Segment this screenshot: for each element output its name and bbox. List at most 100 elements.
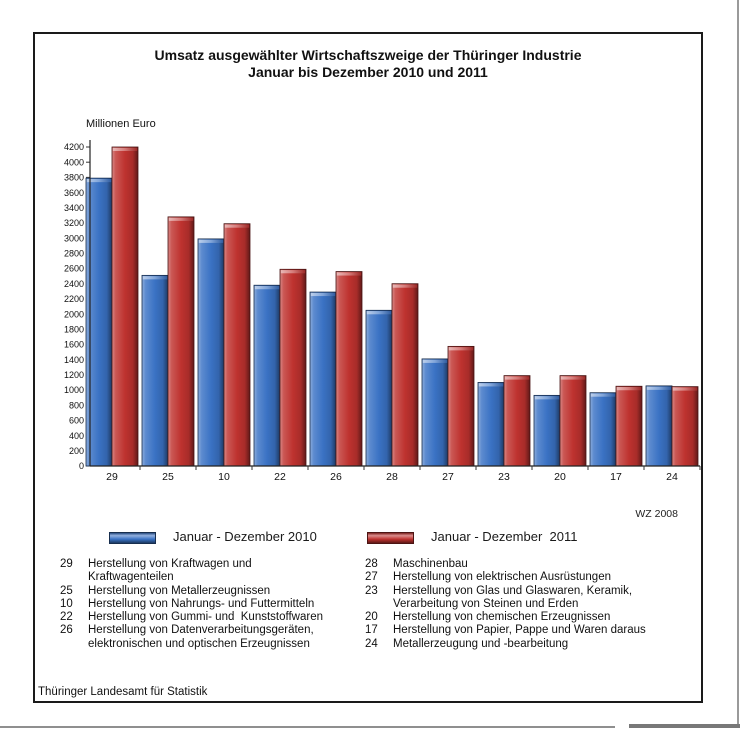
bar-top-bevel — [254, 286, 280, 290]
bar-27 — [421, 358, 449, 467]
industry-code: 27 — [365, 571, 378, 584]
industry-item-26: 26 Herstellung von Datenverarbeitungsgerä… — [60, 624, 340, 651]
bar-top-bevel — [86, 178, 112, 183]
footer-text: Thüringer Landesamt für Statistik — [38, 686, 208, 698]
chart-title: Umsatz ausgewählter Wirtschaftszweige de… — [35, 47, 701, 81]
industry-item-22: 22 Herstellung von Gummi- und Kunststoffw… — [60, 611, 340, 624]
bar-top-bevel — [198, 239, 224, 243]
bar-10 — [197, 238, 225, 467]
bar-chart: 0 200 400 600 800 1000 1200 1400 1600 1800 2000 220… — [62, 134, 707, 497]
chart-title-line2: Januar bis Dezember 2010 und 2011 — [248, 64, 488, 80]
spacer — [80, 611, 88, 624]
window-edge-bottom-left — [0, 726, 615, 728]
bar-top-bevel — [336, 272, 362, 276]
industry-item-20: 20 Herstellung von chemischen Erzeugnisse… — [365, 611, 660, 624]
industry-label: Herstellung von chemischen Erzeugnissen — [393, 611, 611, 624]
bar-28 — [391, 283, 419, 467]
spacer — [80, 624, 88, 651]
industry-item-29: 29 Herstellung von Kraftwagen und Kraftwa… — [60, 558, 340, 585]
y-tick-label: 3000 — [64, 233, 84, 243]
bar-20 — [533, 394, 561, 467]
bar-25 — [141, 274, 169, 467]
industry-item-17: 17 Herstellung von Papier, Pappe und Ware… — [365, 624, 660, 637]
x-tick-label: 26 — [330, 471, 342, 483]
bar-top-bevel — [478, 383, 504, 387]
chart-frame: Umsatz ausgewählter Wirtschaftszweige de… — [33, 32, 703, 703]
bar-top-bevel — [142, 276, 168, 280]
bar-23 — [477, 382, 505, 467]
industry-label: Herstellung von Metallerzeugnissen — [88, 584, 271, 597]
x-tick-label: 20 — [554, 471, 566, 483]
bar-26 — [335, 271, 363, 467]
bar-29 — [111, 146, 139, 467]
bar-24 — [671, 386, 699, 467]
bar-17 — [589, 392, 617, 467]
industry-label: Maschinenbau — [393, 558, 468, 570]
industry-list-right: 28 Maschinenbau 27 Herstellung von elektris… — [365, 558, 660, 651]
industry-code: 29 — [60, 558, 73, 570]
window-edge-bottom-right — [629, 724, 740, 728]
bar-17 — [615, 385, 643, 467]
y-tick-label: 3600 — [64, 188, 84, 198]
x-tick-label: 24 — [666, 471, 678, 483]
industry-code: 26 — [60, 624, 73, 637]
industry-code: 28 — [365, 558, 378, 570]
y-tick-label: 3400 — [64, 203, 84, 213]
legend-label-2011: Januar - Dezember 2011 — [431, 529, 578, 544]
legend-swatch-2010 — [109, 532, 156, 544]
bar-top-bevel — [590, 393, 616, 397]
y-axis-unit-label: Millionen Euro — [86, 118, 156, 130]
y-tick-label: 1400 — [64, 355, 84, 365]
spacer — [385, 638, 393, 651]
industry-code: 23 — [365, 584, 378, 597]
industry-item-24: 24 Metallerzeugung und -bearbeitung — [365, 638, 660, 651]
x-tick-label: 28 — [386, 471, 398, 483]
y-tick-label: 0 — [79, 461, 84, 471]
spacer — [385, 558, 393, 571]
y-tick-label: 1800 — [64, 324, 84, 334]
bar-chart-svg: 0 200 400 600 800 1000 1200 1400 1600 1800 2000 220… — [64, 140, 701, 483]
spacer — [385, 624, 393, 637]
y-tick-label: 600 — [69, 416, 84, 426]
y-tick-label: 3800 — [64, 173, 84, 183]
x-tick-label: 17 — [610, 471, 622, 483]
bar-23 — [503, 375, 531, 467]
bar-top-bevel — [646, 386, 672, 390]
bar-24 — [645, 385, 673, 467]
spacer — [80, 598, 88, 611]
spacer — [385, 571, 393, 584]
x-tick-label: 29 — [106, 471, 118, 483]
y-tick-label: 400 — [69, 431, 84, 441]
industry-item-28: 28 Maschinenbau — [365, 558, 660, 571]
industry-item-27: 27 Herstellung von elektrischen Ausrüstun… — [365, 571, 660, 584]
industry-label: Herstellung von Gummi- und Kunststoffwar… — [88, 611, 324, 624]
chart-title-line1: Umsatz ausgewählter Wirtschaftszweige de… — [154, 47, 582, 63]
bar-22 — [279, 268, 307, 467]
industry-code: 24 — [365, 637, 378, 650]
spacer — [80, 558, 88, 585]
industry-item-10: 10 Herstellung von Nahrungs- und Futtermi… — [60, 598, 340, 611]
y-tick-label: 1000 — [64, 385, 84, 395]
bar-20 — [559, 375, 587, 467]
spacer — [385, 611, 393, 624]
bar-top-bevel — [448, 347, 474, 351]
bar-26 — [309, 291, 337, 467]
bar-10 — [223, 223, 251, 467]
y-tick-label: 2800 — [64, 249, 84, 259]
bar-25 — [167, 216, 195, 467]
x-tick-label: 22 — [274, 471, 286, 483]
x-tick-label: 27 — [442, 471, 454, 483]
industry-label: Herstellung von Papier, Pappe und Waren … — [393, 624, 646, 637]
y-tick-label: 200 — [69, 446, 84, 456]
legend-swatch-2011 — [367, 532, 414, 544]
bar-22 — [253, 284, 281, 467]
spacer — [80, 585, 88, 598]
x-tick-label: 23 — [498, 471, 510, 483]
industry-item-23: 23 Herstellung von Glas und Glaswaren, Ke… — [365, 585, 660, 612]
bar-top-bevel — [366, 311, 392, 315]
bar-top-bevel — [392, 284, 418, 288]
y-tick-label: 3200 — [64, 218, 84, 228]
bar-top-bevel — [504, 376, 530, 380]
industry-label: Metallerzeugung und -bearbeitung — [393, 637, 569, 650]
